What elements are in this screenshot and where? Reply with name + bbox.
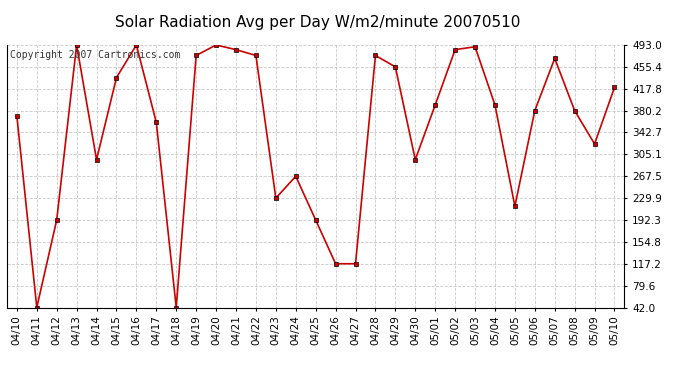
Text: Copyright 2007 Cartronics.com: Copyright 2007 Cartronics.com [10, 50, 180, 60]
Text: Solar Radiation Avg per Day W/m2/minute 20070510: Solar Radiation Avg per Day W/m2/minute … [115, 15, 520, 30]
